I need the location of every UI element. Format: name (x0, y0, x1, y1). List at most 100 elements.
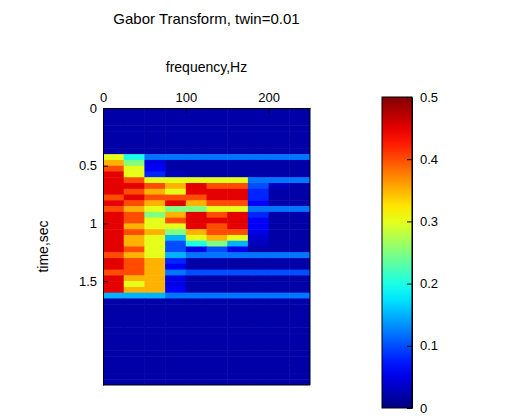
cell (144, 275, 165, 281)
cell (103, 345, 124, 351)
cell (186, 350, 207, 356)
cell (124, 327, 145, 333)
cell (289, 114, 310, 120)
cell (269, 252, 290, 258)
cell (165, 270, 186, 276)
cell (248, 339, 269, 345)
cell (248, 189, 269, 195)
cell (227, 241, 248, 247)
tick-label: 0 (90, 101, 97, 116)
cell (248, 356, 269, 362)
cell (207, 368, 228, 374)
cell (124, 258, 145, 264)
cell (144, 154, 165, 160)
cell (165, 258, 186, 264)
cell (124, 206, 145, 212)
cell (186, 177, 207, 183)
cell (248, 287, 269, 293)
cell (103, 333, 124, 339)
cell (165, 125, 186, 131)
cell (124, 183, 145, 189)
cell (144, 362, 165, 368)
cell (248, 131, 269, 137)
cell (269, 322, 290, 328)
cell (124, 143, 145, 149)
cell (103, 143, 124, 149)
cell (207, 143, 228, 149)
cell (248, 270, 269, 276)
tick-mark (103, 281, 108, 282)
cell (269, 183, 290, 189)
cell (103, 183, 124, 189)
cell (269, 298, 290, 304)
cell (248, 137, 269, 143)
cell (248, 183, 269, 189)
cell (269, 339, 290, 345)
cell (269, 327, 290, 333)
frame (310, 108, 311, 385)
cell (144, 177, 165, 183)
cell (289, 350, 310, 356)
cell (227, 218, 248, 224)
cell (186, 270, 207, 276)
cell (124, 241, 145, 247)
cell (227, 350, 248, 356)
cell (207, 281, 228, 287)
cell (186, 281, 207, 287)
cell (248, 362, 269, 368)
cell (227, 154, 248, 160)
cell (124, 281, 145, 287)
cell (227, 166, 248, 172)
cell (227, 373, 248, 379)
cell (124, 195, 145, 201)
cell (124, 322, 145, 328)
cell (124, 247, 145, 253)
cell (186, 304, 207, 310)
cell (103, 131, 124, 137)
cell (103, 241, 124, 247)
tick-label: 0.5 (420, 90, 438, 105)
cell (165, 137, 186, 143)
cell (269, 131, 290, 137)
cell (186, 316, 207, 322)
cell (103, 373, 124, 379)
cell (207, 362, 228, 368)
cell (144, 379, 165, 385)
tick-label: 0.5 (79, 158, 97, 173)
cell (289, 275, 310, 281)
cell (248, 206, 269, 212)
cell (124, 368, 145, 374)
cell (144, 160, 165, 166)
cell (103, 339, 124, 345)
cell (103, 171, 124, 177)
cell (103, 350, 124, 356)
cell (165, 287, 186, 293)
cell (144, 183, 165, 189)
cell (124, 160, 145, 166)
cell (269, 143, 290, 149)
cell (186, 339, 207, 345)
cell (248, 281, 269, 287)
cell (207, 350, 228, 356)
cell (186, 125, 207, 131)
cell (165, 171, 186, 177)
cell (186, 373, 207, 379)
cell (186, 223, 207, 229)
cell (124, 114, 145, 120)
cell (289, 304, 310, 310)
cell (227, 183, 248, 189)
cell (289, 247, 310, 253)
cell (207, 345, 228, 351)
cell (186, 148, 207, 154)
cell (207, 166, 228, 172)
cell (103, 212, 124, 218)
cell (124, 125, 145, 131)
tick-label: 0 (420, 401, 427, 416)
cell (124, 264, 145, 270)
cell (248, 120, 269, 126)
cell (248, 171, 269, 177)
cell (289, 223, 310, 229)
cell (124, 137, 145, 143)
cell (248, 264, 269, 270)
cell (103, 235, 124, 241)
